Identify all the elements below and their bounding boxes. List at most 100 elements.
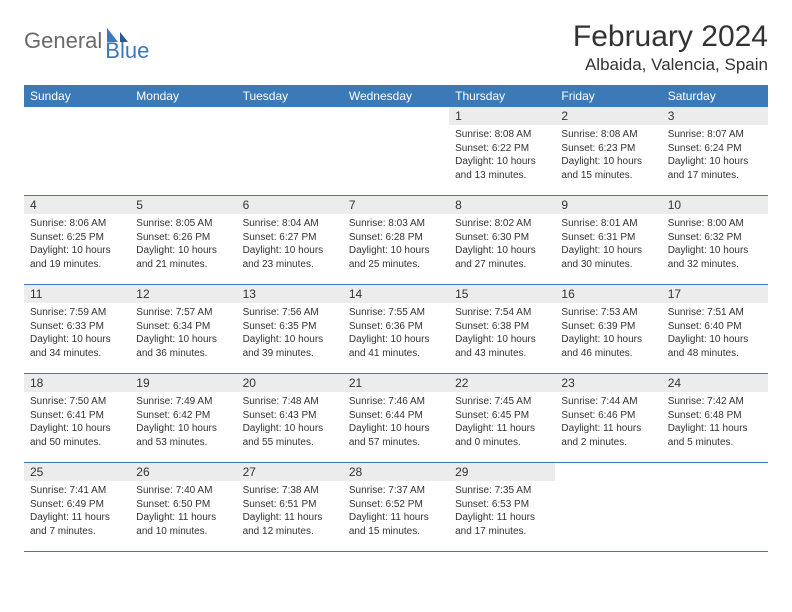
day-details: Sunrise: 8:02 AMSunset: 6:30 PMDaylight:…: [449, 214, 555, 274]
day-details: Sunrise: 7:50 AMSunset: 6:41 PMDaylight:…: [24, 392, 130, 452]
day-number: [662, 463, 768, 467]
daylight-text: Daylight: 11 hours and 12 minutes.: [243, 511, 337, 538]
daylight-text: Daylight: 11 hours and 10 minutes.: [136, 511, 230, 538]
daylight-text: Daylight: 10 hours and 17 minutes.: [668, 155, 762, 182]
sunrise-text: Sunrise: 8:00 AM: [668, 217, 762, 231]
day-number: 12: [130, 285, 236, 303]
weekday-header: Saturday: [662, 85, 768, 107]
sunrise-text: Sunrise: 7:56 AM: [243, 306, 337, 320]
calendar-cell: 25Sunrise: 7:41 AMSunset: 6:49 PMDayligh…: [24, 463, 130, 552]
day-number: 21: [343, 374, 449, 392]
weekday-header: Tuesday: [237, 85, 343, 107]
sunrise-text: Sunrise: 8:08 AM: [561, 128, 655, 142]
calendar-cell: 2Sunrise: 8:08 AMSunset: 6:23 PMDaylight…: [555, 107, 661, 196]
day-number: 4: [24, 196, 130, 214]
day-details: Sunrise: 7:55 AMSunset: 6:36 PMDaylight:…: [343, 303, 449, 363]
day-details: Sunrise: 7:42 AMSunset: 6:48 PMDaylight:…: [662, 392, 768, 452]
sunset-text: Sunset: 6:23 PM: [561, 142, 655, 156]
title-block: February 2024 Albaida, Valencia, Spain: [573, 20, 768, 75]
calendar-cell: 10Sunrise: 8:00 AMSunset: 6:32 PMDayligh…: [662, 196, 768, 285]
calendar-cell: 12Sunrise: 7:57 AMSunset: 6:34 PMDayligh…: [130, 285, 236, 374]
sunrise-text: Sunrise: 8:04 AM: [243, 217, 337, 231]
calendar-cell: 16Sunrise: 7:53 AMSunset: 6:39 PMDayligh…: [555, 285, 661, 374]
day-number: [555, 463, 661, 467]
day-number: 25: [24, 463, 130, 481]
day-details: Sunrise: 7:56 AMSunset: 6:35 PMDaylight:…: [237, 303, 343, 363]
daylight-text: Daylight: 10 hours and 43 minutes.: [455, 333, 549, 360]
calendar-cell: 29Sunrise: 7:35 AMSunset: 6:53 PMDayligh…: [449, 463, 555, 552]
sunrise-text: Sunrise: 7:51 AM: [668, 306, 762, 320]
day-details: Sunrise: 8:07 AMSunset: 6:24 PMDaylight:…: [662, 125, 768, 185]
day-number: 28: [343, 463, 449, 481]
calendar-cell: 21Sunrise: 7:46 AMSunset: 6:44 PMDayligh…: [343, 374, 449, 463]
day-number: 5: [130, 196, 236, 214]
calendar-cell: 22Sunrise: 7:45 AMSunset: 6:45 PMDayligh…: [449, 374, 555, 463]
day-number: 3: [662, 107, 768, 125]
sunset-text: Sunset: 6:33 PM: [30, 320, 124, 334]
day-details: Sunrise: 7:35 AMSunset: 6:53 PMDaylight:…: [449, 481, 555, 541]
day-details: Sunrise: 8:01 AMSunset: 6:31 PMDaylight:…: [555, 214, 661, 274]
calendar-cell: 18Sunrise: 7:50 AMSunset: 6:41 PMDayligh…: [24, 374, 130, 463]
sunset-text: Sunset: 6:38 PM: [455, 320, 549, 334]
day-number: [24, 107, 130, 111]
day-number: 15: [449, 285, 555, 303]
calendar-cell: 6Sunrise: 8:04 AMSunset: 6:27 PMDaylight…: [237, 196, 343, 285]
weekday-header: Thursday: [449, 85, 555, 107]
day-details: Sunrise: 7:41 AMSunset: 6:49 PMDaylight:…: [24, 481, 130, 541]
day-details: Sunrise: 8:00 AMSunset: 6:32 PMDaylight:…: [662, 214, 768, 274]
day-details: Sunrise: 7:57 AMSunset: 6:34 PMDaylight:…: [130, 303, 236, 363]
day-number: 6: [237, 196, 343, 214]
daylight-text: Daylight: 10 hours and 27 minutes.: [455, 244, 549, 271]
sunset-text: Sunset: 6:35 PM: [243, 320, 337, 334]
calendar-cell: [24, 107, 130, 196]
day-details: Sunrise: 7:45 AMSunset: 6:45 PMDaylight:…: [449, 392, 555, 452]
calendar-week-row: 25Sunrise: 7:41 AMSunset: 6:49 PMDayligh…: [24, 463, 768, 552]
sunrise-text: Sunrise: 7:49 AM: [136, 395, 230, 409]
sunset-text: Sunset: 6:44 PM: [349, 409, 443, 423]
sunrise-text: Sunrise: 7:35 AM: [455, 484, 549, 498]
daylight-text: Daylight: 11 hours and 5 minutes.: [668, 422, 762, 449]
calendar-cell: 7Sunrise: 8:03 AMSunset: 6:28 PMDaylight…: [343, 196, 449, 285]
daylight-text: Daylight: 10 hours and 50 minutes.: [30, 422, 124, 449]
sunrise-text: Sunrise: 7:38 AM: [243, 484, 337, 498]
day-details: Sunrise: 7:38 AMSunset: 6:51 PMDaylight:…: [237, 481, 343, 541]
sunset-text: Sunset: 6:25 PM: [30, 231, 124, 245]
calendar-header: Sunday Monday Tuesday Wednesday Thursday…: [24, 85, 768, 107]
daylight-text: Daylight: 10 hours and 46 minutes.: [561, 333, 655, 360]
day-number: [343, 107, 449, 111]
calendar-cell: 23Sunrise: 7:44 AMSunset: 6:46 PMDayligh…: [555, 374, 661, 463]
calendar-cell: [130, 107, 236, 196]
sunrise-text: Sunrise: 7:53 AM: [561, 306, 655, 320]
weekday-header: Monday: [130, 85, 236, 107]
day-details: Sunrise: 7:49 AMSunset: 6:42 PMDaylight:…: [130, 392, 236, 452]
day-details: Sunrise: 7:59 AMSunset: 6:33 PMDaylight:…: [24, 303, 130, 363]
day-details: Sunrise: 8:08 AMSunset: 6:23 PMDaylight:…: [555, 125, 661, 185]
calendar-cell: 19Sunrise: 7:49 AMSunset: 6:42 PMDayligh…: [130, 374, 236, 463]
daylight-text: Daylight: 10 hours and 25 minutes.: [349, 244, 443, 271]
sunset-text: Sunset: 6:53 PM: [455, 498, 549, 512]
sunrise-text: Sunrise: 7:42 AM: [668, 395, 762, 409]
sunrise-text: Sunrise: 7:45 AM: [455, 395, 549, 409]
day-number: 7: [343, 196, 449, 214]
sunrise-text: Sunrise: 7:59 AM: [30, 306, 124, 320]
daylight-text: Daylight: 10 hours and 13 minutes.: [455, 155, 549, 182]
calendar-cell: 20Sunrise: 7:48 AMSunset: 6:43 PMDayligh…: [237, 374, 343, 463]
sunrise-text: Sunrise: 7:44 AM: [561, 395, 655, 409]
sunset-text: Sunset: 6:52 PM: [349, 498, 443, 512]
sunrise-text: Sunrise: 8:02 AM: [455, 217, 549, 231]
header-row: General Blue February 2024 Albaida, Vale…: [24, 20, 768, 75]
location-text: Albaida, Valencia, Spain: [573, 55, 768, 75]
day-details: Sunrise: 8:03 AMSunset: 6:28 PMDaylight:…: [343, 214, 449, 274]
daylight-text: Daylight: 10 hours and 15 minutes.: [561, 155, 655, 182]
daylight-text: Daylight: 10 hours and 48 minutes.: [668, 333, 762, 360]
daylight-text: Daylight: 11 hours and 7 minutes.: [30, 511, 124, 538]
calendar-cell: 24Sunrise: 7:42 AMSunset: 6:48 PMDayligh…: [662, 374, 768, 463]
sunrise-text: Sunrise: 7:41 AM: [30, 484, 124, 498]
calendar-week-row: 4Sunrise: 8:06 AMSunset: 6:25 PMDaylight…: [24, 196, 768, 285]
sunset-text: Sunset: 6:32 PM: [668, 231, 762, 245]
logo: General Blue: [24, 26, 173, 55]
daylight-text: Daylight: 11 hours and 15 minutes.: [349, 511, 443, 538]
day-number: 24: [662, 374, 768, 392]
day-number: 26: [130, 463, 236, 481]
daylight-text: Daylight: 10 hours and 34 minutes.: [30, 333, 124, 360]
